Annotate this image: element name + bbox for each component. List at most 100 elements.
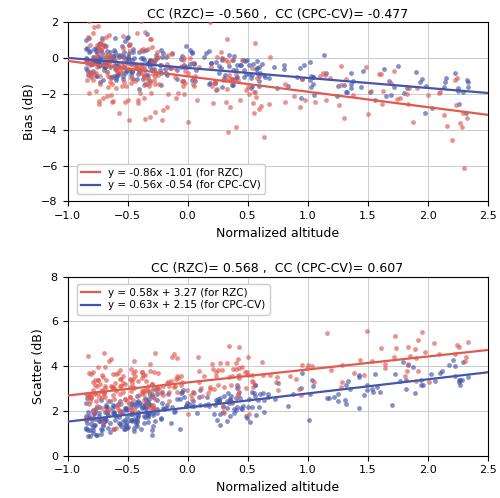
Point [105, 60, 113, 68]
Point [435, 89, 443, 97]
Point [455, 376, 463, 384]
Point [234, 382, 242, 390]
Point [138, 374, 146, 381]
Point [82, 424, 90, 432]
Point [166, 64, 174, 72]
Point [112, 75, 120, 83]
Point [337, 62, 345, 70]
Point [152, 395, 160, 403]
Point [100, 384, 108, 392]
Point [144, 385, 152, 393]
Point [334, 82, 342, 90]
Point [90, 390, 98, 398]
Point [226, 103, 234, 111]
Point [88, 60, 96, 68]
Point [238, 364, 246, 372]
Point [136, 85, 143, 93]
Point [464, 83, 471, 91]
Point [320, 51, 328, 59]
Point [144, 45, 152, 53]
Point [222, 56, 230, 64]
Point [210, 385, 218, 393]
Point [128, 409, 136, 417]
Point [145, 395, 153, 403]
Point [296, 104, 304, 112]
Point [206, 79, 214, 87]
Point [125, 41, 133, 49]
Point [140, 400, 148, 408]
Point [184, 399, 192, 407]
Point [100, 382, 108, 390]
Point [90, 57, 98, 65]
Point [396, 376, 404, 384]
Point [94, 60, 102, 68]
Point [308, 72, 316, 80]
Point [463, 76, 471, 84]
Point [202, 49, 209, 57]
Point [228, 66, 236, 74]
Point [94, 39, 102, 47]
Point [106, 78, 114, 86]
Point [86, 392, 94, 400]
Point [150, 70, 158, 78]
Point [112, 64, 120, 72]
Point [286, 372, 294, 380]
Point [238, 404, 246, 412]
Point [223, 404, 231, 412]
Point [142, 386, 150, 394]
Point [128, 416, 136, 424]
Point [96, 47, 104, 55]
Point [147, 401, 155, 409]
Point [148, 422, 156, 430]
Point [134, 70, 141, 78]
Point [128, 59, 136, 67]
Y-axis label: Bias (dB): Bias (dB) [22, 84, 36, 140]
Point [402, 372, 409, 380]
Point [178, 62, 186, 70]
Point [138, 54, 145, 62]
Point [88, 57, 96, 65]
Point [252, 392, 260, 400]
Point [120, 63, 128, 71]
Point [406, 352, 413, 360]
Point [455, 378, 463, 386]
Point [148, 43, 156, 51]
Point [149, 409, 157, 417]
Point [144, 409, 152, 417]
Point [128, 74, 136, 82]
Point [189, 387, 197, 395]
Point [157, 414, 165, 422]
Point [100, 415, 108, 423]
Point [191, 72, 199, 80]
Point [130, 75, 138, 83]
Point [303, 365, 311, 373]
Point [110, 401, 118, 409]
Point [154, 390, 162, 398]
Point [242, 86, 250, 94]
Point [274, 386, 282, 394]
Point [182, 42, 190, 50]
Point [214, 381, 222, 389]
Point [101, 42, 109, 50]
Point [230, 409, 238, 417]
Point [117, 400, 125, 408]
Point [252, 65, 260, 73]
Point [192, 77, 200, 85]
Point [223, 35, 231, 43]
Point [232, 61, 240, 69]
Point [97, 425, 105, 433]
Point [134, 64, 141, 72]
Point [149, 393, 157, 401]
Point [146, 35, 154, 43]
Point [101, 416, 109, 424]
Point [90, 376, 98, 384]
Point [120, 417, 128, 425]
Point [182, 386, 190, 394]
Point [418, 75, 426, 83]
Point [338, 378, 345, 386]
Point [89, 429, 97, 437]
Point [124, 41, 132, 49]
Point [98, 387, 106, 395]
Point [195, 393, 203, 401]
Point [117, 374, 125, 382]
